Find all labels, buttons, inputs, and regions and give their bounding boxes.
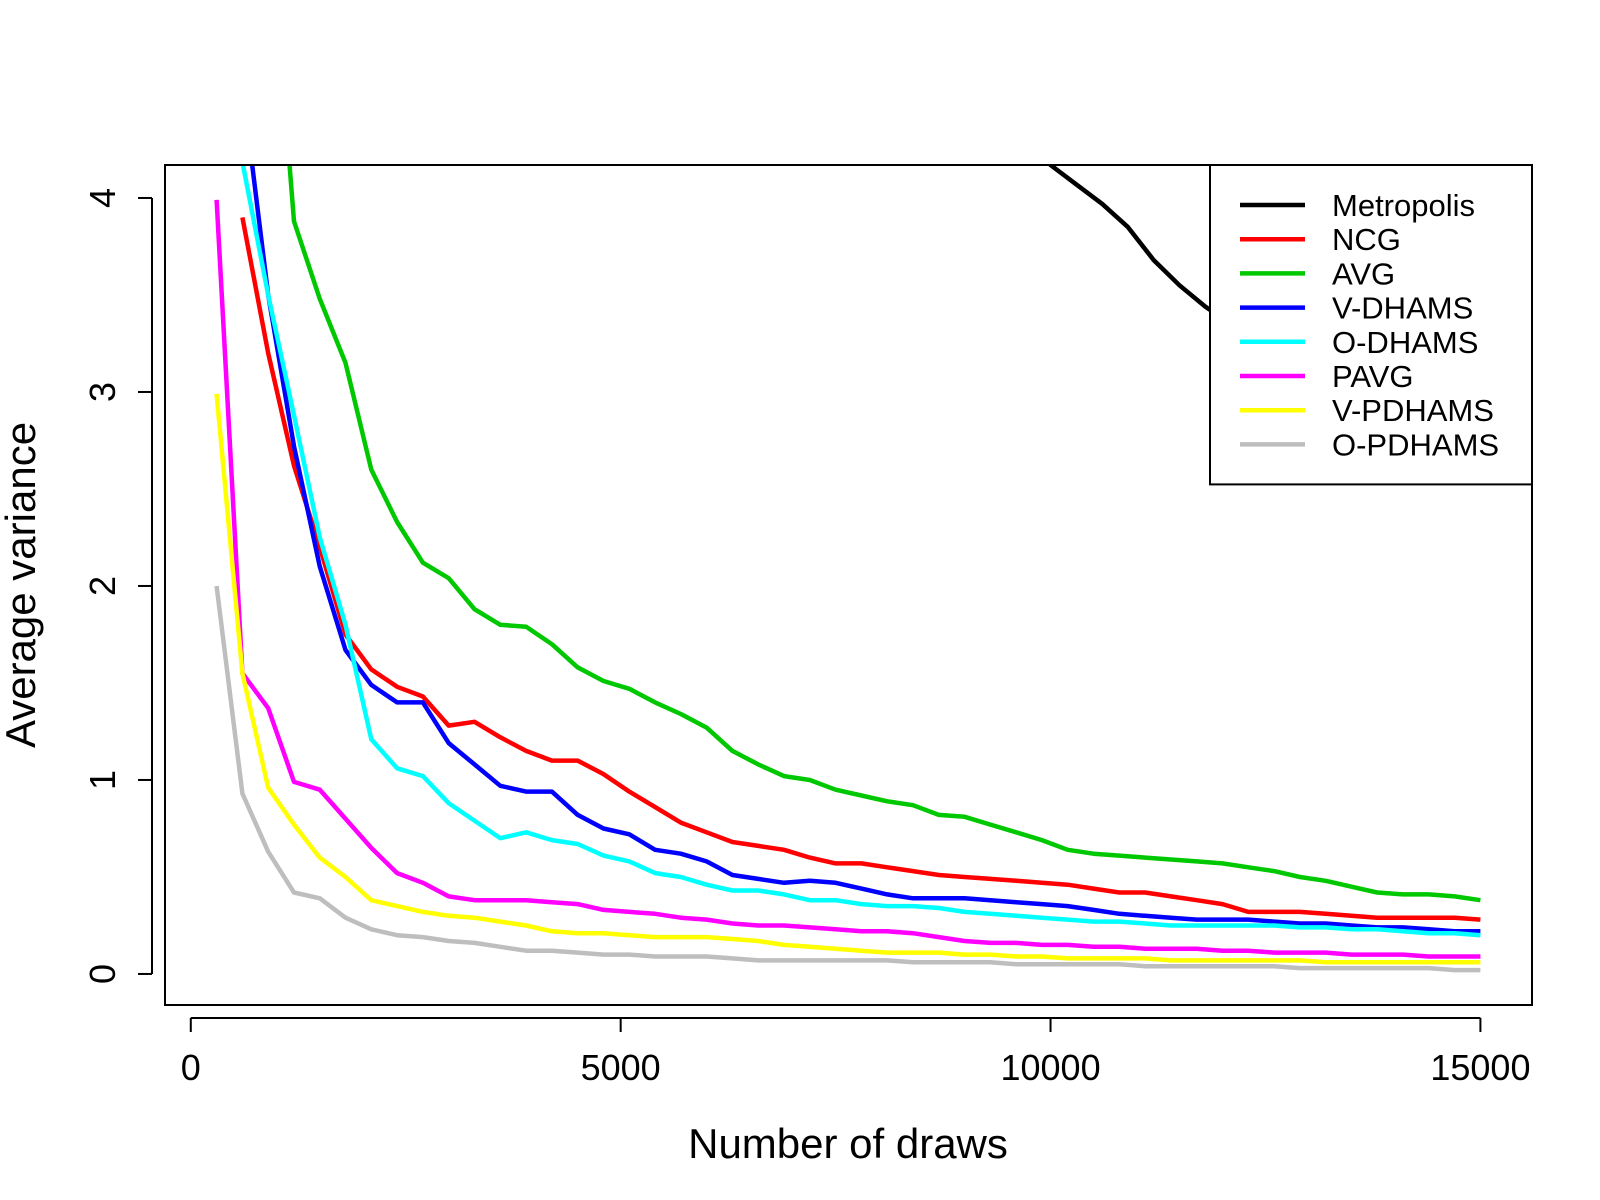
legend-label-pavg: PAVG — [1332, 359, 1414, 394]
series-line-o-pdhams — [214, 585, 1481, 973]
legend-label-o-dhams: O-DHAMS — [1332, 325, 1478, 360]
x-axis: 0 5000 10000 15000 — [181, 1017, 1530, 1088]
y-tick-label: 4 — [82, 188, 123, 208]
legend-label-ncg: NCG — [1332, 222, 1401, 257]
plot-frame — [164, 164, 1533, 1006]
y-tick-label: 1 — [82, 770, 123, 790]
legend-label-o-pdhams: O-PDHAMS — [1332, 427, 1499, 462]
x-tick-label: 0 — [181, 1047, 201, 1088]
y-axis: 0 1 2 3 4 — [82, 188, 153, 984]
x-tick-label: 15000 — [1430, 1047, 1530, 1088]
legend-label-avg: AVG — [1332, 256, 1395, 291]
x-tick-label: 10000 — [1000, 1047, 1100, 1088]
series-line-pavg — [214, 199, 1481, 959]
legend-box — [1209, 164, 1533, 486]
series-layer — [214, 165, 1481, 973]
legend: MetropolisNCGAVGV-DHAMSO-DHAMSPAVGV-PDHA… — [1209, 164, 1533, 486]
y-tick-label: 2 — [82, 576, 123, 596]
series-line-v-pdhams — [214, 393, 1481, 965]
legend-label-metropolis: Metropolis — [1332, 188, 1475, 223]
y-tick-label: 3 — [82, 382, 123, 402]
x-axis-title: Number of draws — [688, 1120, 1008, 1167]
legend-label-v-dhams: V-DHAMS — [1332, 291, 1473, 326]
legend-label-v-pdhams: V-PDHAMS — [1332, 393, 1494, 428]
series-line-o-dhams — [240, 165, 1481, 938]
series-line-v-dhams — [249, 165, 1481, 934]
series-line-avg — [287, 165, 1481, 903]
x-tick-label: 5000 — [581, 1047, 661, 1088]
y-axis-title: Average variance — [0, 422, 44, 748]
y-tick-label: 0 — [82, 964, 123, 984]
series-line-ncg — [240, 216, 1481, 922]
